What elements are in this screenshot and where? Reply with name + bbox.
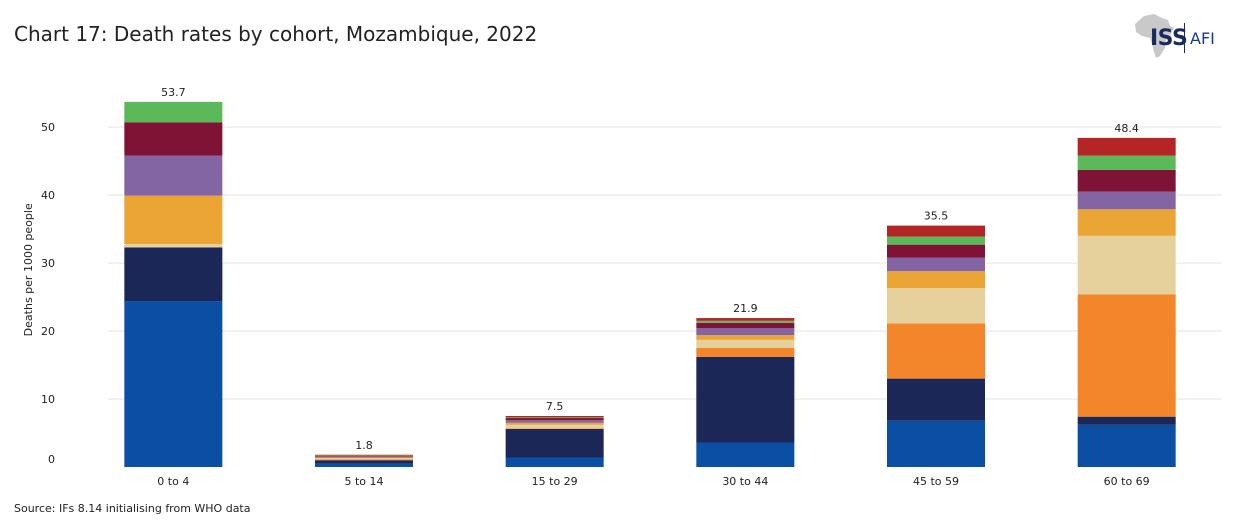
- bar-segment: [696, 356, 795, 443]
- bar-segment: [887, 271, 985, 289]
- bar-segment: [887, 378, 985, 421]
- bar-segment: [696, 322, 795, 329]
- bar-segment: [887, 225, 985, 237]
- bar-segment: [887, 257, 985, 272]
- bar-total-label: 1.8: [355, 439, 373, 452]
- bar-segment: [1077, 294, 1176, 417]
- y-tick-label: 20: [41, 325, 55, 338]
- bar-total-label: 21.9: [733, 302, 758, 315]
- x-tick-label: 30 to 44: [722, 475, 768, 488]
- x-tick-label: 15 to 29: [532, 475, 578, 488]
- y-tick-label: 0: [48, 453, 55, 466]
- bar-segment: [1077, 155, 1176, 170]
- bar-segment: [696, 318, 795, 321]
- bar-segment: [1077, 424, 1176, 467]
- bar-segment: [315, 454, 413, 456]
- bar-segment: [1077, 169, 1176, 192]
- bar-segment: [1077, 235, 1176, 295]
- logo-iss-text: ISS: [1150, 26, 1188, 51]
- bar-segment: [315, 455, 413, 457]
- bar-segment: [505, 424, 604, 429]
- bar-segment: [696, 348, 795, 357]
- bar-segment: [124, 195, 223, 244]
- bar-segment: [315, 458, 413, 460]
- bar-segment: [1077, 209, 1176, 236]
- y-tick-label: 50: [41, 121, 55, 134]
- africa-map-icon: [1135, 14, 1174, 58]
- y-tick-label: 10: [41, 393, 55, 406]
- bar-segment: [505, 428, 604, 429]
- bar-segment: [505, 457, 604, 467]
- bar-segment: [505, 420, 604, 423]
- bar-total-label: 53.7: [161, 86, 186, 99]
- bar-segment: [887, 323, 985, 379]
- bar-segment: [1077, 416, 1176, 425]
- bar-segment: [887, 236, 985, 245]
- chart-title: Chart 17: Death rates by cohort, Mozambi…: [14, 22, 538, 46]
- bar-segment: [124, 301, 223, 467]
- bar-segment: [124, 122, 223, 156]
- bar-segment: [505, 428, 604, 458]
- bar-segment: [315, 463, 413, 467]
- bar-total-label: 48.4: [1114, 122, 1139, 135]
- bar-segment: [315, 457, 413, 459]
- y-tick-label: 40: [41, 189, 55, 202]
- bar-total-label: 35.5: [924, 210, 949, 223]
- x-tick-label: 5 to 14: [344, 475, 383, 488]
- bar-segment: [1077, 191, 1176, 210]
- x-tick-label: 60 to 69: [1104, 475, 1150, 488]
- x-tick-label: 0 to 4: [157, 475, 189, 488]
- source-note: Source: IFs 8.14 initialising from WHO d…: [14, 502, 251, 515]
- iss-afi-logo: ISS AFI: [1130, 10, 1225, 60]
- bar-segment: [696, 328, 795, 336]
- bar-segment: [696, 335, 795, 340]
- bar-segment: [315, 460, 413, 464]
- y-tick-label: 30: [41, 257, 55, 270]
- bar-segment: [315, 456, 413, 457]
- bar-segment: [887, 244, 985, 258]
- logo-afi-text: AFI: [1190, 29, 1215, 48]
- bar-segment: [887, 288, 985, 324]
- x-tick-label: 45 to 59: [913, 475, 959, 488]
- bar-segment: [505, 418, 604, 421]
- bar-segment: [887, 420, 985, 467]
- bar-segment: [124, 243, 223, 248]
- bar-segment: [505, 417, 604, 419]
- y-axis-title: Deaths per 1000 people: [22, 203, 35, 336]
- bar-segment: [696, 442, 795, 467]
- bar-segment: [696, 339, 795, 348]
- bar-total-label: 7.5: [546, 400, 564, 413]
- bar-segment: [124, 101, 223, 123]
- bar-segment: [505, 416, 604, 418]
- bar-segment: [315, 459, 413, 461]
- bar-segment: [1077, 137, 1176, 156]
- bar-segment: [124, 155, 223, 196]
- bar-segment: [505, 422, 604, 425]
- bar-segment: [315, 456, 413, 458]
- bar-segment: [696, 320, 795, 323]
- logo-divider: [1184, 23, 1185, 53]
- bar-segment: [124, 247, 223, 302]
